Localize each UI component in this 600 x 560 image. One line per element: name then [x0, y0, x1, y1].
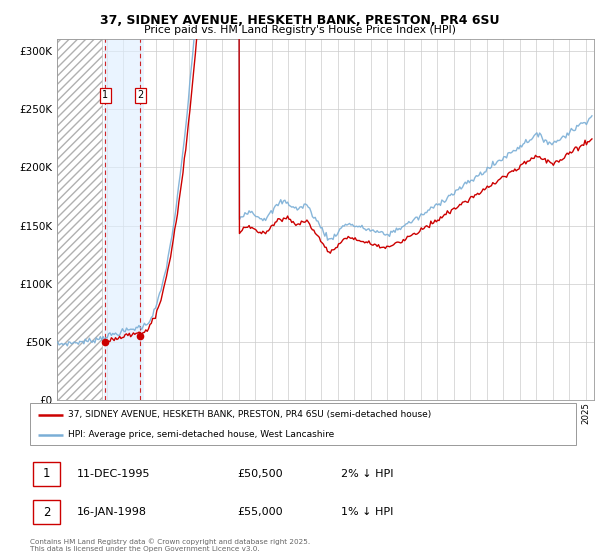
- Text: 16-JAN-1998: 16-JAN-1998: [76, 507, 146, 517]
- Text: 2% ↓ HPI: 2% ↓ HPI: [341, 469, 394, 479]
- Text: 2: 2: [43, 506, 50, 519]
- Text: 1: 1: [102, 90, 109, 100]
- Text: 1: 1: [43, 468, 50, 480]
- FancyBboxPatch shape: [33, 500, 60, 524]
- Text: 2: 2: [137, 90, 143, 100]
- FancyBboxPatch shape: [33, 461, 60, 486]
- Text: £55,000: £55,000: [238, 507, 283, 517]
- Text: £50,500: £50,500: [238, 469, 283, 479]
- Text: Contains HM Land Registry data © Crown copyright and database right 2025.
This d: Contains HM Land Registry data © Crown c…: [30, 539, 310, 552]
- Text: 1% ↓ HPI: 1% ↓ HPI: [341, 507, 394, 517]
- Text: 37, SIDNEY AVENUE, HESKETH BANK, PRESTON, PR4 6SU (semi-detached house): 37, SIDNEY AVENUE, HESKETH BANK, PRESTON…: [68, 410, 431, 419]
- Bar: [104, 39, 145, 400]
- Text: 37, SIDNEY AVENUE, HESKETH BANK, PRESTON, PR4 6SU: 37, SIDNEY AVENUE, HESKETH BANK, PRESTON…: [100, 14, 500, 27]
- Text: Price paid vs. HM Land Registry's House Price Index (HPI): Price paid vs. HM Land Registry's House …: [144, 25, 456, 35]
- FancyBboxPatch shape: [30, 403, 576, 445]
- Text: 11-DEC-1995: 11-DEC-1995: [76, 469, 150, 479]
- Text: HPI: Average price, semi-detached house, West Lancashire: HPI: Average price, semi-detached house,…: [68, 430, 334, 439]
